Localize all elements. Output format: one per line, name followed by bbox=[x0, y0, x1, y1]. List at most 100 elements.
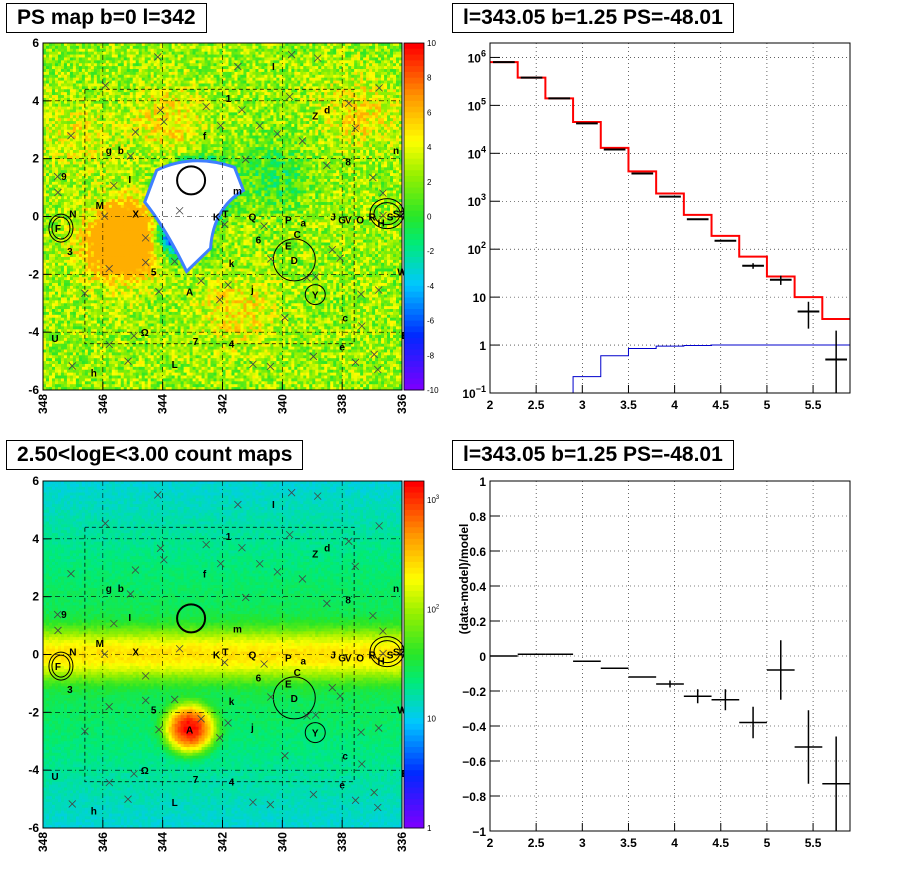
ps-map-colorbar-cell bbox=[404, 366, 424, 374]
ps-map-colorbar-cell bbox=[404, 199, 424, 206]
count-map-source-marker bbox=[344, 537, 353, 546]
count-map-source-label: 4 bbox=[229, 778, 235, 789]
residuals-ytick-label: 1 bbox=[479, 475, 486, 489]
ps-map-source-label: 5 bbox=[151, 267, 157, 278]
count-map-colorbar-cell bbox=[404, 556, 424, 563]
count-map-source-marker bbox=[67, 569, 75, 578]
count-map-colorbar-cell bbox=[404, 660, 424, 667]
count-map-colorbar-cell bbox=[404, 735, 424, 742]
spectrum-title: l=343.05 b=1.25 PS=-48.01 bbox=[452, 3, 734, 33]
count-map-source-marker bbox=[351, 796, 360, 805]
count-map-colorbar-cell bbox=[404, 752, 424, 760]
ps-map-colorbar-cell bbox=[404, 303, 424, 310]
count-map-source-label: 9 bbox=[61, 610, 67, 621]
spectrum-xtick-label: 2 bbox=[487, 398, 494, 412]
ps-map-colorbar-cell bbox=[404, 309, 424, 316]
ps-map-colorbar-tick: -10 bbox=[427, 386, 439, 395]
ps-map-source-marker bbox=[131, 128, 140, 136]
residuals-ytick-label: −0.2 bbox=[462, 685, 486, 699]
ps-map-source-label: S bbox=[387, 213, 394, 224]
residuals-ytick-label: −0.4 bbox=[462, 720, 486, 734]
ps-map-source-marker bbox=[81, 289, 89, 298]
ps-map-xtick-label: 342 bbox=[216, 394, 230, 414]
count-map-source-marker bbox=[68, 800, 77, 808]
count-map-source-label: V bbox=[345, 653, 352, 664]
count-map-colorbar-cell bbox=[404, 538, 424, 546]
ps-map-source-label: 3 bbox=[67, 247, 73, 258]
count-map-source-marker bbox=[110, 619, 118, 628]
count-map-source-label: k bbox=[229, 697, 235, 708]
count-map-source-label: I bbox=[272, 500, 275, 511]
ps-map-colorbar-cell bbox=[404, 216, 424, 223]
count-map-source-marker bbox=[298, 575, 307, 583]
count-map-colorbar-cell bbox=[404, 608, 424, 615]
ps-map-source-label: Ω bbox=[141, 328, 149, 339]
count-map-colorbar-cell bbox=[404, 573, 424, 580]
ps-map-colorbar-cell bbox=[404, 112, 424, 119]
count-map-source-label: n bbox=[393, 584, 399, 595]
count-map-source-marker bbox=[255, 559, 264, 568]
ps-map-colorbar-cell bbox=[404, 372, 424, 379]
ps-map-colorbar-cell bbox=[404, 239, 424, 246]
count-map-source-label: A bbox=[186, 726, 193, 737]
count-map-source-label: Y bbox=[312, 729, 319, 740]
count-map-source-marker bbox=[100, 650, 109, 658]
ps-map-region-circle bbox=[272, 238, 316, 282]
count-map-source-label: Z bbox=[312, 549, 318, 560]
ps-map-source-label: I bbox=[272, 62, 275, 73]
count-map-source-marker bbox=[273, 568, 282, 576]
count-map-source-label: S bbox=[387, 651, 394, 662]
ps-map-source-label: Z bbox=[312, 111, 318, 122]
count-map-source-label: X bbox=[132, 648, 139, 659]
residuals-ytick-label: 0.8 bbox=[469, 510, 486, 524]
ps-map-source-marker bbox=[313, 54, 322, 62]
count-map-colorbar-cell bbox=[404, 718, 424, 725]
ps-map-source-marker bbox=[67, 131, 75, 140]
ps-map-source-marker bbox=[238, 105, 246, 114]
count-map-colorbar-cell bbox=[404, 544, 424, 551]
count-map-source-marker bbox=[374, 724, 383, 732]
count-map-colorbar-cell bbox=[404, 654, 424, 661]
count-map-xtick-label: 346 bbox=[96, 832, 110, 852]
count-map-colorbar-cell bbox=[404, 509, 424, 517]
ps-map-source-marker bbox=[101, 81, 110, 90]
count-map-colorbar-cell bbox=[404, 579, 424, 586]
count-map-ytick-label: 0 bbox=[32, 648, 39, 662]
ps-map-source-label: I bbox=[128, 175, 131, 186]
ps-map-region-circle bbox=[304, 284, 326, 306]
count-map-colorbar-cell bbox=[404, 799, 424, 806]
count-map-source-label: a bbox=[300, 656, 306, 667]
count-map-xtick-label: 340 bbox=[275, 832, 289, 852]
count-map-colorbar-cell bbox=[404, 567, 424, 575]
ps-map-source-marker bbox=[160, 117, 168, 126]
ps-map-colorbar-tick: 0 bbox=[427, 213, 432, 222]
ps-map-source-label: T bbox=[222, 210, 228, 221]
residuals-ytick-label: −0.6 bbox=[462, 755, 486, 769]
ps-map-colorbar-cell bbox=[404, 141, 424, 148]
count-map-colorbar-cell bbox=[404, 590, 424, 598]
ps-map-source-label: b bbox=[118, 146, 124, 157]
count-map-source-label: N bbox=[69, 648, 76, 659]
count-map-source-label: H bbox=[377, 656, 384, 667]
ps-map-colorbar-tick: 10 bbox=[427, 39, 436, 48]
ps-map-source-marker bbox=[303, 274, 311, 282]
count-map-source-label: 5 bbox=[151, 705, 157, 716]
ps-map-source-marker bbox=[273, 130, 282, 138]
count-map-colorbar-cell bbox=[404, 677, 424, 684]
ps-map-source-marker bbox=[124, 357, 132, 365]
count-map-source-marker bbox=[53, 610, 62, 619]
count-map-source-marker bbox=[358, 760, 366, 768]
ps-map-source-label: O bbox=[356, 215, 364, 226]
count-map-source-label: J bbox=[330, 651, 336, 662]
count-map-source-marker bbox=[202, 540, 210, 549]
ps-map-source-label: C bbox=[294, 230, 301, 241]
count-map-source-marker bbox=[374, 803, 382, 812]
count-map-colorbar-cell bbox=[404, 481, 424, 488]
count-map-colorbar-frame bbox=[403, 480, 425, 829]
ps-map-colorbar-tick: 2 bbox=[427, 178, 432, 187]
count-map-source-label: K bbox=[213, 651, 221, 662]
ps-map-colorbar-cell bbox=[404, 349, 424, 356]
count-map-source-marker bbox=[370, 788, 378, 797]
ps-map-source-label: a bbox=[300, 218, 306, 229]
